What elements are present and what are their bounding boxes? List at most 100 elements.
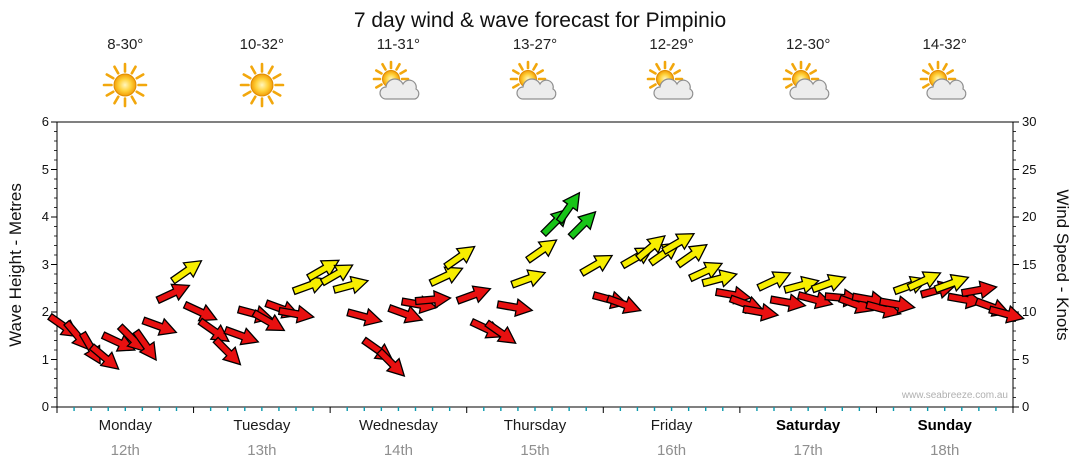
day-weather-icon xyxy=(98,60,152,110)
wind-arrow xyxy=(769,293,807,313)
day-temp-range: 11-31° xyxy=(376,36,421,53)
wind-arrow xyxy=(141,316,178,336)
day-weather-icon xyxy=(235,60,289,110)
day-name-label: Thursday xyxy=(503,417,567,434)
day-weather-icon xyxy=(918,60,972,110)
wind-arrow xyxy=(346,307,384,327)
day-name-label: Monday xyxy=(98,417,152,434)
wind-arrow xyxy=(443,245,476,271)
cloud-shape xyxy=(926,78,967,100)
left-axis-tick-label: 6 xyxy=(41,114,49,129)
chart-title: 7 day wind & wave forecast for Pimpinio xyxy=(353,9,727,32)
wind-arrow xyxy=(810,273,847,294)
wind-arrow xyxy=(661,233,696,256)
wind-arrow xyxy=(223,325,260,346)
day-date-label: 17th xyxy=(793,442,823,459)
wind-arrow xyxy=(428,266,464,288)
cloud-shape xyxy=(652,78,693,100)
wind-arrow xyxy=(960,280,998,300)
day-weather-icon xyxy=(371,60,425,110)
wind-arrow xyxy=(933,273,970,294)
day-temp-range: 8-30° xyxy=(107,36,144,53)
wind-arrow xyxy=(687,261,724,283)
right-axis-tick-label: 0 xyxy=(1022,399,1030,414)
wind-arrow xyxy=(496,297,534,318)
wind-arrow xyxy=(414,289,452,310)
wind-arrow xyxy=(756,271,792,292)
partly-cloudy-icon xyxy=(646,60,693,100)
cloud-shape xyxy=(789,78,830,100)
day-temp-range: 12-30° xyxy=(785,36,831,53)
day-date-label: 16th xyxy=(656,442,687,459)
day-weather-icon xyxy=(508,60,562,110)
wind-arrow xyxy=(155,283,191,305)
right-axis-tick-label: 15 xyxy=(1022,256,1037,272)
day-date-label: 13th xyxy=(247,442,277,459)
wind-arrow xyxy=(579,254,614,277)
day-weather-icon xyxy=(645,60,699,110)
left-axis-tick-label: 5 xyxy=(41,161,49,177)
day-name-label: Wednesday xyxy=(358,417,438,434)
wind-arrow xyxy=(906,271,942,292)
wind-arrow xyxy=(277,304,316,324)
wind-arrow xyxy=(251,309,286,332)
partly-cloudy-icon xyxy=(919,60,967,100)
left-axis-tick-label: 3 xyxy=(41,256,49,272)
wind-arrow xyxy=(132,328,157,362)
wind-arrow xyxy=(701,269,739,288)
day-temp-range: 12-29° xyxy=(649,36,694,53)
right-axis-tick-label: 30 xyxy=(1022,114,1037,129)
day-date-label: 18th xyxy=(930,442,960,459)
wind-arrow xyxy=(742,302,780,322)
sunny-icon xyxy=(239,62,285,108)
day-name-label: Tuesday xyxy=(233,417,291,434)
day-temp-range: 14-32° xyxy=(922,36,967,53)
left-axis-tick-label: 2 xyxy=(41,304,49,319)
left-axis-tick-label: 1 xyxy=(41,351,49,367)
wind-arrow xyxy=(567,210,597,240)
wind-arrow xyxy=(387,304,424,324)
right-axis-tick-label: 25 xyxy=(1022,161,1037,177)
partly-cloudy-icon xyxy=(782,60,830,100)
left-axis-tick-label: 0 xyxy=(41,399,49,414)
right-axis-tick-label: 10 xyxy=(1022,304,1037,319)
day-name-label: Sunday xyxy=(917,417,972,434)
cloud-shape xyxy=(516,78,557,100)
wind-arrow xyxy=(605,294,643,314)
wind-arrow xyxy=(319,264,354,287)
partly-cloudy-icon xyxy=(373,60,420,100)
day-name-label: Friday xyxy=(650,417,693,434)
wind-arrow xyxy=(675,243,708,269)
wind-arrow xyxy=(988,304,1025,324)
wind-arrow xyxy=(182,300,218,322)
cloud-shape xyxy=(379,78,420,100)
wind-arrow xyxy=(305,259,341,282)
wind-arrow xyxy=(212,336,242,366)
day-weather-icon xyxy=(781,60,835,110)
wind-arrow xyxy=(878,295,916,315)
wind-arrow xyxy=(555,191,581,225)
wind-arrow xyxy=(525,239,558,264)
wind-arrow xyxy=(332,275,370,295)
wind-arrow xyxy=(376,347,406,377)
wind-arrow xyxy=(455,285,492,305)
day-temp-range: 10-32° xyxy=(239,36,285,53)
day-name-label: Saturday xyxy=(776,417,841,434)
day-temp-range: 13-27° xyxy=(512,36,558,53)
day-date-label: 14th xyxy=(383,442,414,459)
sunny-icon xyxy=(102,62,148,108)
right-axis-tick-label: 20 xyxy=(1022,209,1037,224)
plot-border xyxy=(56,121,1014,408)
day-date-label: 15th xyxy=(520,442,550,459)
wind-arrow xyxy=(169,259,203,285)
watermark: www.seabreeze.com.au xyxy=(901,390,1008,401)
partly-cloudy-icon xyxy=(509,60,557,100)
wind-arrow xyxy=(796,290,834,310)
right-axis-tick-label: 5 xyxy=(1022,351,1030,367)
wind-arrow xyxy=(88,343,120,371)
wind-arrow xyxy=(510,269,547,289)
wind-arrow xyxy=(484,319,517,345)
day-date-label: 12th xyxy=(110,442,140,459)
